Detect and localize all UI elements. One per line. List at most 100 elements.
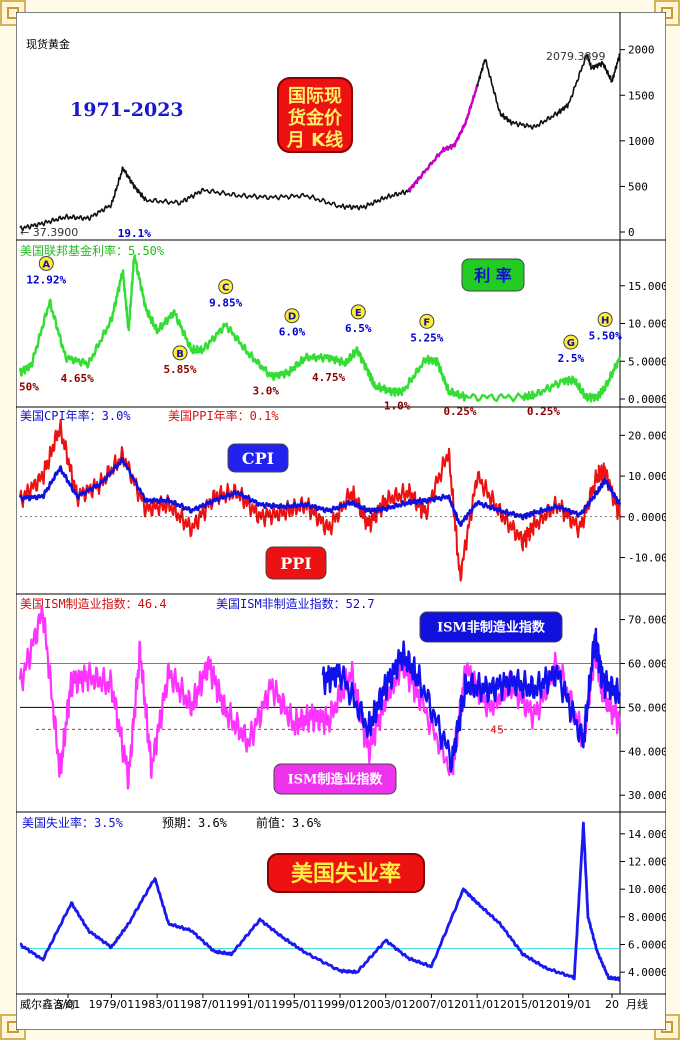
y-tick-label: 4.0000 (628, 966, 666, 979)
rate-annotation: 5.85% (163, 363, 196, 376)
watermark-label: 现货黄金 (26, 37, 70, 51)
unemp-badge-text: 美国失业率 (291, 861, 401, 887)
ism-mfg-badge-text: ISM制造业指数 (288, 772, 384, 788)
rate-annotation: 6.0% (279, 326, 306, 339)
x-tick-label: 1979/01 (89, 998, 135, 1011)
ism-nonmfg-legend: 美国ISM非制造业指数：52.7 (216, 596, 375, 611)
y-tick-label: 10.0000 (628, 883, 666, 896)
rate-marker-letter: H (601, 315, 609, 326)
source-label: 威尔鑫咨询 (20, 997, 75, 1011)
rate-badge-text: 利 率 (474, 266, 512, 285)
x-tick-label: 1999/01 (317, 998, 363, 1011)
rate-badge-box (461, 258, 525, 292)
y-tick-label: 50.0000 (628, 701, 666, 714)
ppi-badge-text: PPI (280, 554, 312, 573)
y-tick-label: 500 (628, 180, 648, 193)
y-tick-label: 0.0000 (628, 393, 666, 406)
rate-marker-letter: C (222, 283, 229, 294)
y-tick-label: 15.0000 (628, 280, 666, 293)
x-axis-tail-label: 月线 (626, 997, 648, 1011)
rate-annotation: 3.0% (252, 384, 279, 397)
unemp-badge-box (267, 853, 425, 893)
rate-marker-letter: D (288, 312, 296, 323)
y-tick-label: 14.0000 (628, 828, 666, 841)
gold-title-box (277, 77, 353, 153)
rate-marker-circle (38, 255, 54, 271)
x-tick-label: 1987/01 (180, 998, 226, 1011)
ism-nonmanufacturing-line (321, 627, 622, 773)
unemp-legend-current: 美国失业率：3.5% (22, 815, 124, 830)
ism-mfg-badge-box (273, 763, 397, 795)
rate-annotation: 19.1% (118, 227, 151, 240)
rate-marker-circle (284, 308, 300, 324)
cpi-badge-box (227, 443, 289, 473)
rate-annotation: 4.65% (61, 372, 94, 385)
y-tick-label: 40.0000 (628, 745, 666, 758)
gold-price-line (19, 53, 621, 232)
unemp-legend-expected: 预期：3.6% (162, 816, 228, 830)
y-tick-label: 10.0000 (628, 470, 666, 483)
rate-marker-letter: A (42, 259, 50, 270)
x-tick-label: 1995/01 (271, 998, 317, 1011)
x-tick-label: 1983/01 (134, 998, 180, 1011)
rate-marker-letter: G (567, 338, 575, 349)
rate-annotation: 5.50% (589, 329, 622, 342)
x-tick-label: 2007/01 (409, 998, 455, 1011)
rate-marker-letter: E (355, 308, 362, 319)
x-tick-label: 2019/01 (546, 998, 592, 1011)
y-tick-label: 30.0000 (628, 789, 666, 802)
rate-annotation: 2.5% (558, 352, 585, 365)
y-tick-label: 0 (628, 226, 635, 239)
rate-marker-circle (172, 345, 188, 361)
y-tick-label: 5.0000 (628, 355, 666, 368)
cpi-legend: 美国CPI年率：3.0% (20, 408, 131, 423)
ism-45-label: 45 (490, 723, 504, 736)
y-tick-label: 12.0000 (628, 856, 666, 869)
cpi-line (18, 457, 622, 527)
gold-period-label: 1971-2023 (70, 99, 184, 121)
rate-marker-circle (419, 313, 435, 329)
rate-marker-letter: F (423, 317, 430, 328)
rate-annotation: 9.85% (209, 297, 242, 310)
gold-low-label: ← 37.3900 (20, 226, 78, 239)
rate-annotation: 12.92% (26, 273, 66, 286)
fed-rate-line (18, 254, 621, 403)
rate-annotation: 4.75% (312, 371, 345, 384)
rate-annotation: 5.25% (410, 331, 443, 344)
x-tick-label: 5/01 (56, 998, 81, 1011)
rate-marker-circle (597, 311, 613, 327)
x-tick-label: 2011/01 (454, 998, 500, 1011)
rate-annotation: 6.5% (345, 322, 372, 335)
unemployment-line (19, 821, 621, 982)
rate-annotation: 0.25% (443, 405, 476, 418)
gold-title-line: 货金价 (288, 107, 343, 129)
rate-annotation: 3.50% (16, 381, 39, 394)
y-tick-label: 2000 (628, 44, 655, 57)
y-tick-label: -10.0000 (628, 552, 666, 565)
gold-high-label: 2079.3899 (546, 50, 606, 63)
rate-marker-letter: B (176, 349, 184, 360)
ism-manufacturing-line (18, 604, 622, 790)
cpi-badge-text: CPI (242, 449, 274, 468)
y-tick-label: 8.0000 (628, 911, 666, 924)
gold-rising-segment (407, 85, 478, 192)
x-tick-label: 2003/01 (363, 998, 409, 1011)
y-tick-label: 1500 (628, 89, 655, 102)
rate-annotation: 1.0% (384, 399, 411, 412)
y-tick-label: 10.0000 (628, 318, 666, 331)
rate-legend: 美国联邦基金利率：5.50% (20, 243, 165, 258)
x-tick-label: 2015/01 (500, 998, 546, 1011)
ppi-badge-box (265, 546, 327, 580)
gold-title-line: 月 K线 (286, 129, 343, 151)
x-tick-label: 20 (605, 998, 619, 1011)
y-tick-label: 1000 (628, 135, 655, 148)
rate-marker-circle (350, 304, 366, 320)
ism-mfg-legend: 美国ISM制造业指数：46.4 (20, 596, 167, 611)
y-tick-label: 60.0000 (628, 657, 666, 670)
ppi-legend: 美国PPI年率：0.1% (168, 408, 279, 423)
y-tick-label: 6.0000 (628, 939, 666, 952)
unemp-legend-previous: 前值：3.6% (256, 815, 322, 830)
y-tick-label: 20.0000 (628, 429, 666, 442)
rate-marker-circle (218, 279, 234, 295)
rate-marker-circle (563, 334, 579, 350)
